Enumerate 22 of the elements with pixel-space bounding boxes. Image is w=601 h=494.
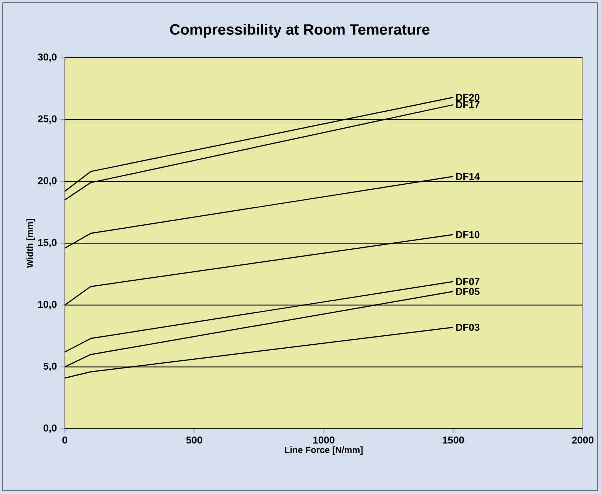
series-label: DF14 (456, 173, 480, 180)
series-label: DF20 (456, 94, 480, 102)
series-label: DF07 (456, 278, 480, 286)
chart-title: Compressibility at Room Temerature (170, 24, 430, 38)
y-tick-label: 0,0 (44, 424, 57, 434)
series-label: DF03 (456, 324, 480, 332)
x-tick-label: 1000 (314, 436, 335, 444)
y-tick-label: 5,0 (44, 362, 57, 372)
y-axis-title: Width [mm] (26, 219, 36, 268)
x-axis-title: Line Force [N/mm] (285, 446, 363, 456)
series-label: DF17 (456, 102, 480, 108)
x-tick-label: 1500 (443, 436, 464, 444)
x-tick-label: 500 (186, 436, 202, 444)
x-tick-label: 2000 (572, 436, 594, 444)
y-tick-label: 30,0 (38, 54, 57, 62)
y-tick-label: 15,0 (38, 239, 57, 248)
series-label: DF05 (456, 288, 480, 296)
y-tick-label: 20,0 (38, 177, 57, 186)
y-tick-label: 25,0 (38, 116, 57, 124)
y-tick-label: 10,0 (38, 301, 57, 310)
series-label: DF10 (456, 231, 480, 238)
x-tick-label: 0 (62, 436, 68, 444)
